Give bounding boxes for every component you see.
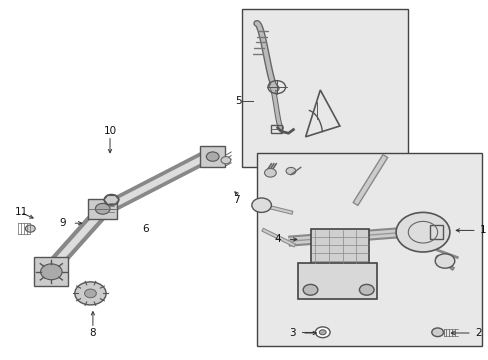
Bar <box>298 263 376 299</box>
Bar <box>271 125 282 133</box>
Circle shape <box>303 284 317 295</box>
Polygon shape <box>108 150 214 210</box>
Circle shape <box>264 168 276 177</box>
Bar <box>242 9 407 167</box>
Circle shape <box>221 157 230 164</box>
Circle shape <box>285 167 295 175</box>
Circle shape <box>434 254 454 268</box>
Text: 9: 9 <box>59 218 66 228</box>
Circle shape <box>84 289 96 298</box>
Text: 4: 4 <box>274 234 281 244</box>
Text: 1: 1 <box>479 225 486 235</box>
Text: 11: 11 <box>15 207 28 217</box>
Circle shape <box>41 264 62 280</box>
Text: 10: 10 <box>103 126 116 136</box>
Circle shape <box>315 327 329 338</box>
Bar <box>310 229 368 265</box>
Text: 6: 6 <box>142 224 149 234</box>
Text: 5: 5 <box>235 96 242 106</box>
Circle shape <box>25 225 35 232</box>
Bar <box>429 225 442 239</box>
Text: 7: 7 <box>232 195 239 205</box>
Circle shape <box>395 212 449 252</box>
Text: 3: 3 <box>288 328 295 338</box>
Text: 2: 2 <box>474 328 481 338</box>
Polygon shape <box>40 202 114 277</box>
Circle shape <box>431 328 443 337</box>
Circle shape <box>104 194 119 205</box>
Text: 8: 8 <box>89 328 96 338</box>
Circle shape <box>251 198 271 212</box>
Polygon shape <box>44 204 110 275</box>
Circle shape <box>95 203 110 214</box>
Circle shape <box>319 330 325 335</box>
Bar <box>200 146 224 167</box>
Bar <box>34 257 68 286</box>
Bar <box>256 153 481 346</box>
Circle shape <box>75 282 106 305</box>
Circle shape <box>359 284 373 295</box>
Bar <box>88 199 117 219</box>
Polygon shape <box>110 153 212 207</box>
Circle shape <box>206 152 219 161</box>
